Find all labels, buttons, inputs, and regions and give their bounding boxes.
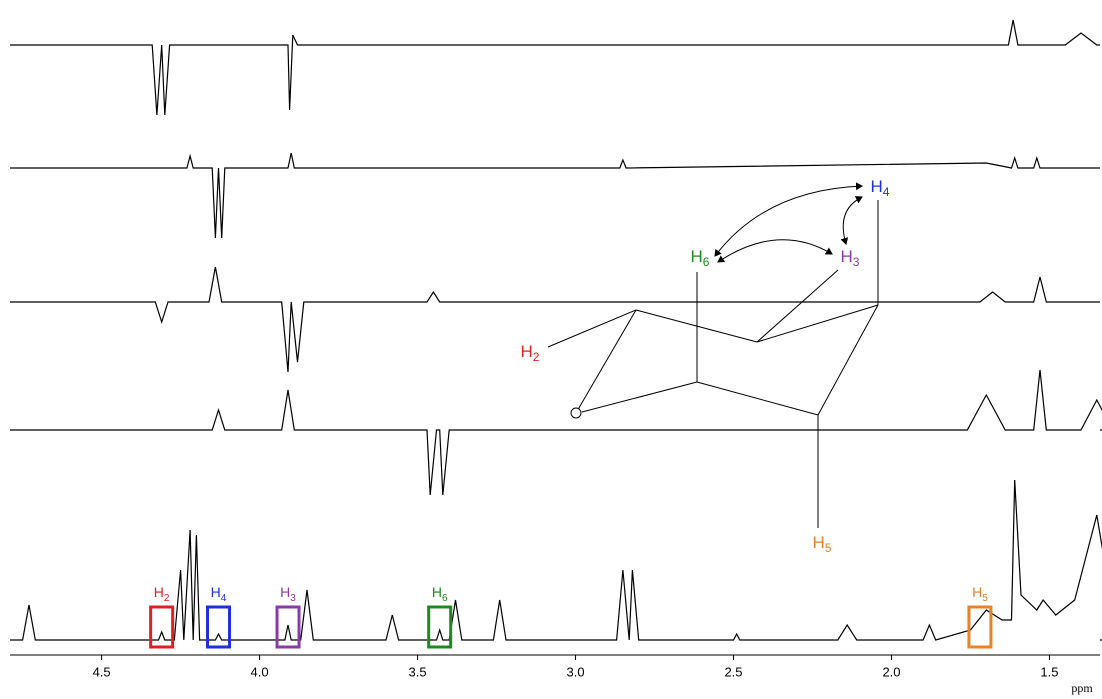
x-tick-label: 4.0 xyxy=(251,664,269,679)
peak-box xyxy=(427,605,453,649)
peak-box xyxy=(967,605,993,649)
label-text: H xyxy=(972,584,982,600)
label-subscript: 4 xyxy=(221,593,227,604)
label-subscript: 2 xyxy=(533,350,540,364)
bond xyxy=(817,304,879,416)
label-text: H xyxy=(280,584,290,600)
label-subscript: 4 xyxy=(883,185,890,199)
label-text: H xyxy=(211,584,221,600)
h-label: H2 xyxy=(521,342,540,364)
label-text: H xyxy=(841,247,853,266)
label-subscript: 6 xyxy=(703,255,710,269)
label-subscript: 3 xyxy=(853,255,860,269)
label-subscript: 3 xyxy=(290,593,296,604)
peak-box xyxy=(275,605,301,649)
label-text: H xyxy=(871,177,883,196)
h-label: H5 xyxy=(813,533,832,555)
noe-arrow xyxy=(717,239,833,263)
h-label: H2 xyxy=(154,584,170,604)
label-text: H xyxy=(691,247,703,266)
h-label: H6 xyxy=(432,584,448,604)
peak-box xyxy=(206,605,232,649)
label-text: H xyxy=(432,584,442,600)
h-label: H5 xyxy=(972,584,988,604)
label-subscript: 5 xyxy=(825,541,832,555)
h-label: H6 xyxy=(691,247,710,269)
spectrum-trace xyxy=(10,369,1102,496)
peak-box xyxy=(149,605,175,649)
spectrum-trace xyxy=(10,19,1100,116)
h-label: H3 xyxy=(280,584,296,604)
noe-arrow xyxy=(840,196,863,245)
spectrum-trace xyxy=(10,266,1100,373)
bond xyxy=(756,304,879,343)
spectrum-trace xyxy=(10,479,1102,641)
label-subscript: 2 xyxy=(164,593,170,604)
oxygen xyxy=(570,407,582,419)
molecule xyxy=(547,182,879,528)
x-tick-label: 2.5 xyxy=(724,664,742,679)
x-tick-label: 4.5 xyxy=(93,664,111,679)
label-subscript: 5 xyxy=(982,593,988,604)
label-subscript: 6 xyxy=(442,593,448,604)
bond xyxy=(547,309,637,348)
h-label: H3 xyxy=(841,247,860,269)
h-label: H4 xyxy=(211,584,227,604)
noe-arrow xyxy=(714,182,863,257)
label-text: H xyxy=(154,584,164,600)
label-text: H xyxy=(521,342,533,361)
x-tick-label: 1.5 xyxy=(1040,664,1058,679)
x-tick-label: 2.0 xyxy=(882,664,900,679)
x-axis-label: ppm xyxy=(1071,681,1093,695)
x-tick-label: 3.0 xyxy=(566,664,584,679)
x-tick-label: 3.5 xyxy=(409,664,427,679)
bond xyxy=(575,309,637,414)
h-label: H4 xyxy=(871,177,890,199)
bond xyxy=(696,381,819,416)
label-text: H xyxy=(813,533,825,552)
spectrum-trace xyxy=(10,152,1100,239)
bond xyxy=(756,269,839,343)
bond xyxy=(581,381,698,413)
